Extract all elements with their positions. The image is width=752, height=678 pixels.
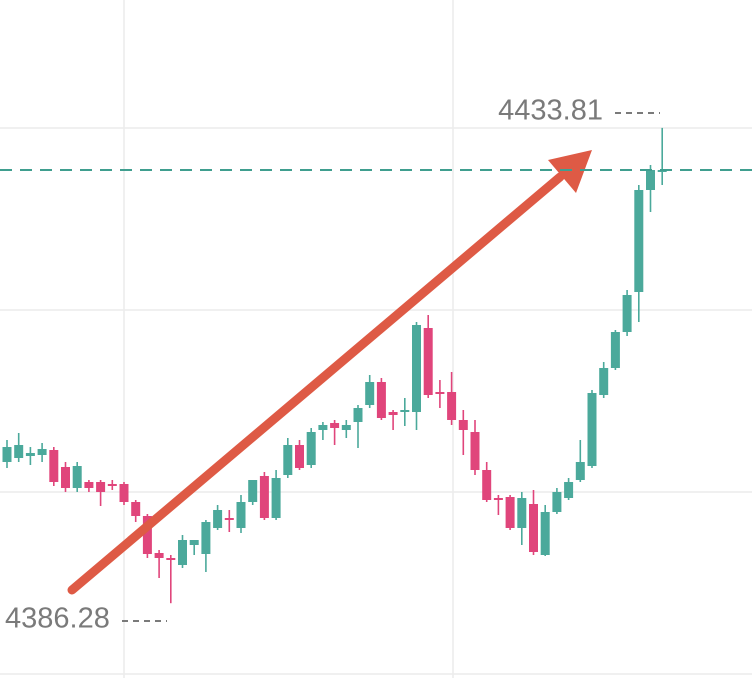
candle-body [365, 382, 375, 405]
candle-body [318, 425, 328, 430]
candle-body [189, 540, 199, 545]
high-label: 4433.81 [498, 95, 603, 127]
candle-body [505, 497, 515, 528]
candle-body [376, 382, 386, 418]
candle-body [353, 408, 363, 422]
candle-body [517, 498, 527, 528]
candle-body [435, 392, 445, 394]
candle-body [107, 484, 117, 486]
candle-body [634, 190, 644, 292]
candle-body [119, 484, 129, 502]
candle-body [72, 466, 82, 488]
candle-body [142, 516, 152, 554]
candle-body [330, 423, 340, 428]
candle-body [201, 522, 211, 554]
candle-body [575, 462, 585, 480]
candle-body [166, 558, 176, 560]
candle-body [423, 328, 433, 395]
candle-body [610, 332, 620, 368]
candle-body [154, 553, 164, 558]
candle-body [482, 470, 492, 500]
candle-body [529, 504, 538, 552]
candle-body [37, 449, 47, 455]
candle-body [493, 498, 503, 500]
candle-body [306, 432, 316, 465]
candle-body [295, 445, 304, 468]
candle-body [96, 482, 106, 492]
candle-body [400, 410, 410, 412]
candle-body [564, 482, 574, 498]
candle-body [552, 492, 562, 512]
candle-body [271, 478, 281, 518]
candle-body [2, 447, 12, 462]
candle-body [599, 368, 609, 395]
candle-body [25, 453, 35, 456]
candle-body [224, 518, 234, 520]
candle-body [283, 445, 293, 475]
candle-body [412, 325, 421, 412]
candle-body [236, 502, 246, 528]
candle-body [458, 420, 468, 430]
candle-body [14, 445, 24, 458]
low-label: 4386.28 [5, 603, 110, 635]
candle-body [213, 510, 223, 528]
candle-body [84, 482, 94, 488]
candle-body [49, 450, 59, 482]
arrow-head [548, 150, 592, 193]
candle-body [470, 432, 480, 470]
candle-body [388, 412, 398, 415]
candles [2, 127, 667, 604]
candle-body [587, 393, 597, 466]
candle-body [178, 540, 187, 565]
arrow-shaft [67, 172, 565, 595]
candle-body [259, 476, 269, 518]
candle-body [447, 392, 457, 420]
candle-body [341, 425, 351, 430]
candle-body [540, 512, 550, 555]
candle-body [131, 502, 141, 516]
trend-arrow [67, 150, 592, 595]
candle-body [646, 170, 655, 190]
candle-body [61, 467, 70, 488]
candle-body [622, 295, 632, 332]
candle-body [248, 480, 258, 502]
